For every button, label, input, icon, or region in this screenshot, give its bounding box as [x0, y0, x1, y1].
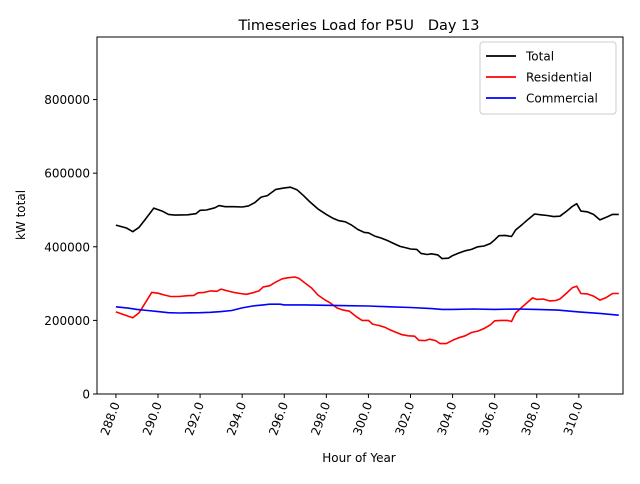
x-tick-label: 300.0	[350, 400, 375, 437]
y-axis-label: kW total	[14, 190, 28, 240]
y-tick-label: 800000	[44, 93, 90, 107]
x-tick-label: 288.0	[98, 400, 123, 437]
y-tick-label: 400000	[44, 240, 90, 254]
chart-title: Timeseries Load for P5U Day 13	[237, 18, 479, 34]
x-tick-label: 304.0	[434, 400, 459, 437]
legend-label-commercial: Commercial	[526, 92, 598, 106]
y-tick-label: 200000	[44, 314, 90, 328]
series-layer	[115, 186, 619, 345]
x-tick-label: 292.0	[182, 400, 207, 437]
x-tick-label: 296.0	[266, 400, 291, 437]
series-line-residential	[115, 276, 619, 345]
legend-box	[479, 41, 617, 115]
legend: Total Residential Commercial	[479, 41, 617, 115]
legend-label-total: Total	[525, 50, 554, 64]
y-tick-label: 600000	[44, 167, 90, 181]
y-tick-label: 0	[82, 388, 90, 402]
x-tick-label: 294.0	[224, 400, 249, 437]
x-tick-label: 310.0	[561, 400, 586, 437]
legend-items: Total Residential Commercial	[486, 50, 598, 106]
x-tick-label: 308.0	[519, 400, 544, 437]
series-line-commercial	[115, 303, 619, 316]
x-tick-label: 290.0	[140, 400, 165, 437]
x-axis-ticks: 288.0 290.0 292.0 294.0 296.0 298.0 300.0 302.0…	[98, 394, 586, 437]
legend-label-residential: Residential	[526, 71, 592, 85]
x-tick-label: 306.0	[477, 400, 502, 437]
x-axis-label: Hour of Year	[322, 451, 396, 465]
y-axis-ticks: 0 200000 400000 600000 800000	[44, 93, 97, 402]
series-line-total	[115, 186, 619, 260]
x-tick-label: 302.0	[392, 400, 417, 437]
x-tick-label: 298.0	[308, 400, 333, 437]
